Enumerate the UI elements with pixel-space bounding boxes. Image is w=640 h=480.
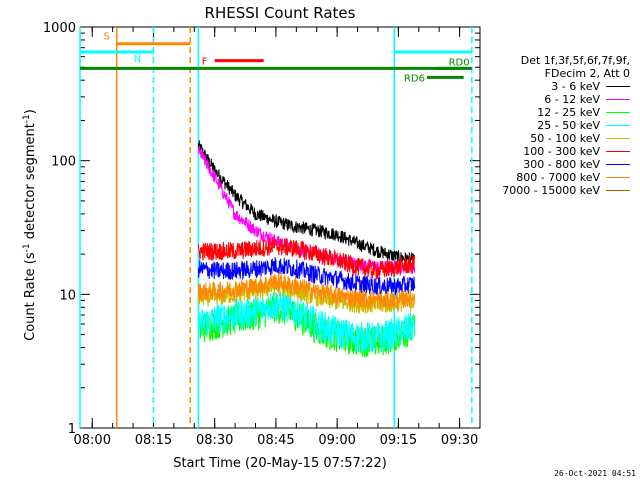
chart-title: RHESSI Count Rates <box>205 4 356 22</box>
y-tick-label: 1 <box>68 422 76 437</box>
y-axis-label-part1: Count Rate (s <box>23 252 38 341</box>
legend-swatch <box>606 99 630 100</box>
legend-entry-label: 100 - 300 keV <box>523 145 600 158</box>
legend-swatch <box>606 138 630 139</box>
legend-header-line1: Det 1f,3f,5f,6f,7f,9f, <box>520 54 630 67</box>
legend-swatch <box>606 125 630 126</box>
legend-entry-label: 300 - 800 keV <box>523 158 600 171</box>
y-axis-label-sup1: -1 <box>22 243 32 252</box>
legend-entry: 3 - 6 keV <box>480 80 634 93</box>
legend: Det 1f,3f,5f,6f,7f,9f, FDecim 2, Att 0 3… <box>480 54 634 197</box>
x-tick-label: 08:45 <box>257 433 294 448</box>
y-tick-label: 1000 <box>43 21 76 36</box>
timestamp: 26-Oct-2021 04:51 <box>554 469 636 478</box>
x-tick-label: 09:15 <box>380 433 417 448</box>
series-line <box>197 272 416 310</box>
x-tick-label: 08:00 <box>74 433 111 448</box>
series-line <box>197 257 416 296</box>
plot-area: 1 10 100 1000 08:00 08:15 08:30 08:45 09:00 09:15… <box>43 21 481 448</box>
flag-bar-label: RD6 <box>404 73 425 84</box>
series-line <box>197 140 416 267</box>
x-tick-label: 08:15 <box>135 433 172 448</box>
legend-entry-label: 6 - 12 keV <box>544 93 600 106</box>
series-line <box>197 289 416 354</box>
y-axis-label-sup2: -1 <box>22 114 32 123</box>
legend-entry-label: 7000 - 15000 keV <box>502 184 600 197</box>
legend-header-line2: FDecim 2, Att 0 <box>544 67 630 80</box>
legend-swatch <box>606 86 630 87</box>
legend-entry: 7000 - 15000 keV <box>480 184 634 197</box>
legend-entry: 100 - 300 keV <box>480 145 634 158</box>
y-tick-label: 100 <box>51 155 76 170</box>
plot-frame <box>79 26 481 429</box>
legend-entries: 3 - 6 keV 6 - 12 keV 12 - 25 keV 25 - 50 ke… <box>480 80 634 197</box>
y-tick-label: 10 <box>59 288 76 303</box>
flag-bar-label: S <box>104 32 110 43</box>
legend-swatch <box>606 164 630 165</box>
series-line <box>197 237 416 280</box>
y-axis-label-part3: ) <box>23 109 38 114</box>
legend-entry-label: 800 - 7000 keV <box>516 171 600 184</box>
x-tick-label: 09:00 <box>318 433 355 448</box>
legend-entry-label: 3 - 6 keV <box>551 80 600 93</box>
legend-entry: 300 - 800 keV <box>480 158 634 171</box>
y-axis-label: Count Rate (s-1 detector segment-1) <box>22 109 38 341</box>
legend-swatch <box>606 190 630 191</box>
legend-entry: 50 - 100 keV <box>480 132 634 145</box>
y-axis-label-part2: detector segment <box>23 123 38 243</box>
legend-entry: 800 - 7000 keV <box>480 171 634 184</box>
legend-swatch <box>606 177 630 178</box>
legend-entry: 12 - 25 keV <box>480 106 634 119</box>
legend-entry-label: 25 - 50 keV <box>537 119 600 132</box>
x-axis-label: Start Time (20-May-15 07:57:22) <box>173 456 387 471</box>
legend-entry: 25 - 50 keV <box>480 119 634 132</box>
x-tick-label: 08:30 <box>196 433 233 448</box>
legend-entry-label: 12 - 25 keV <box>537 106 600 119</box>
x-tick-label: 09:30 <box>441 433 478 448</box>
legend-entry-label: 50 - 100 keV <box>530 132 600 145</box>
legend-swatch <box>606 151 630 152</box>
flag-bar-label: F <box>202 57 208 68</box>
legend-swatch <box>606 112 630 113</box>
flag-bar-label: RD0 <box>449 57 470 68</box>
legend-entry: 6 - 12 keV <box>480 93 634 106</box>
flag-bar-label: N <box>134 54 141 65</box>
